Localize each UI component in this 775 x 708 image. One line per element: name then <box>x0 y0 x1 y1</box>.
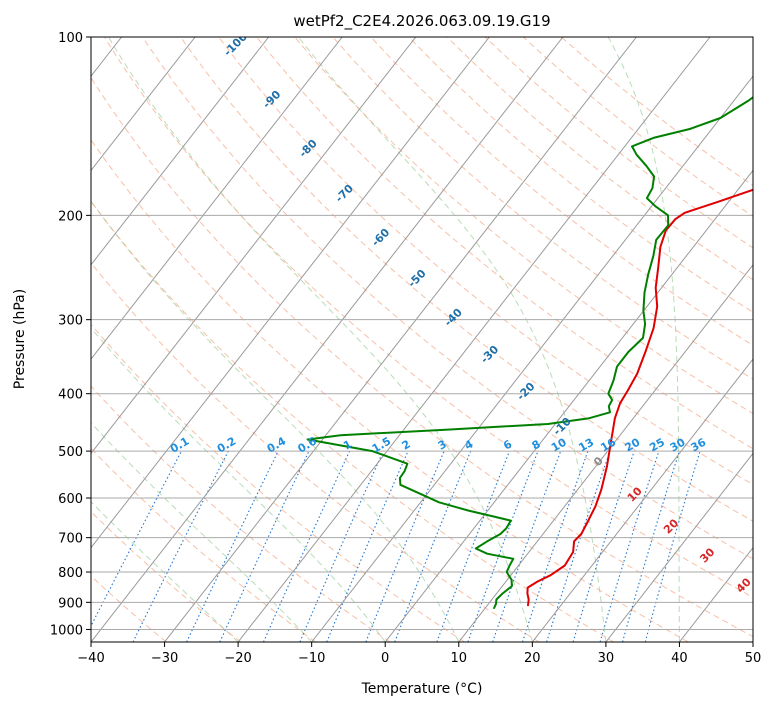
dry-adiabat-line <box>91 200 614 642</box>
dry-adiabat-line <box>91 323 465 642</box>
x-tick-label: 0 <box>381 651 389 666</box>
isotherm-30 <box>605 452 753 642</box>
y-axis-label: Pressure (hPa) <box>12 289 28 389</box>
x-tick-label: 20 <box>524 651 541 666</box>
isotherm--20 <box>237 37 711 642</box>
y-tick-label: 400 <box>58 388 83 403</box>
y-tick-label: 600 <box>58 492 83 507</box>
isotherm-20 <box>531 358 753 642</box>
mixing-ratio-line <box>467 450 539 642</box>
x-tick-label: −40 <box>77 651 104 666</box>
moist-adiabat-line <box>607 37 680 642</box>
x-tick-label: 40 <box>671 651 688 666</box>
mixing-ratio-line <box>572 450 635 642</box>
isotherm-0 <box>384 169 753 642</box>
y-axis: 100 200 300 400 500 600 700 800 900 1000 <box>50 31 91 638</box>
y-tick-label: 100 <box>58 31 83 46</box>
chart-title: wetPf2_C2E4.2026.063.09.19.G19 <box>293 12 550 31</box>
moist-adiabat-line <box>91 501 239 642</box>
isotherm--30 <box>164 37 637 642</box>
dry-adiabat-line <box>91 262 540 642</box>
series-layer <box>306 95 753 609</box>
y-tick-label: 200 <box>58 209 83 224</box>
dry-adiabat-line <box>180 37 753 522</box>
dry-adiabat-line <box>370 37 753 346</box>
mixing-ratio-line <box>365 450 445 642</box>
x-axis-label: Temperature (°C) <box>361 681 483 697</box>
isobars <box>91 37 753 630</box>
y-tick-label: 300 <box>58 314 83 329</box>
mixing-ratio-line <box>521 450 589 642</box>
x-tick-label: −20 <box>224 651 251 666</box>
y-tick-label: 800 <box>58 566 83 581</box>
isotherm--60 <box>91 37 417 455</box>
mixing-ratio-line <box>436 450 511 642</box>
isotherm-10 <box>458 263 753 642</box>
mixing-ratio-line <box>326 450 409 642</box>
y-tick-label: 1000 <box>50 623 83 638</box>
y-tick-label: 500 <box>58 445 83 460</box>
isotherm--80 <box>91 37 270 266</box>
x-tick-label: 50 <box>745 651 762 666</box>
x-tick-label: −10 <box>298 651 325 666</box>
temperature-profile-line <box>526 188 753 607</box>
plot-frame <box>90 36 754 643</box>
isotherm--70 <box>91 37 343 360</box>
dry-adiabat-line <box>103 37 753 598</box>
x-tick-label: 10 <box>451 651 468 666</box>
moist-adiabat-line <box>91 200 460 642</box>
mixing-ratio-line <box>546 450 611 642</box>
dry-adiabat-line <box>91 575 167 642</box>
dry-adiabat-line <box>91 385 391 642</box>
mixing-ratio-line <box>492 450 562 642</box>
isotherm--50 <box>91 37 490 549</box>
dry-adiabat-line <box>408 37 753 313</box>
isotherm--40 <box>91 37 564 642</box>
isotherm--10 <box>311 75 753 642</box>
moist-adiabat-line <box>297 37 607 642</box>
mixing-ratio-line <box>599 450 660 642</box>
x-tick-label: 30 <box>598 651 615 666</box>
isotherms <box>91 37 753 642</box>
x-tick-label: −30 <box>151 651 178 666</box>
dry-adiabat-line <box>91 138 689 642</box>
dry-adiabat-line <box>332 37 753 380</box>
y-tick-label: 900 <box>58 596 83 611</box>
isotherm--90 <box>91 37 196 172</box>
dewpoint-profile-line <box>306 95 753 609</box>
moist-adiabat-line <box>91 327 386 642</box>
x-axis: −40 −30 −20 −10 0 10 20 30 40 50 <box>77 642 761 666</box>
plot-area: 0.1 0.2 0.4 0.6 1 1.5 2 3 4 6 8 10 13 16 20 25 30 36 -100… <box>91 37 753 642</box>
mixing-ratio-line <box>299 450 384 642</box>
dry-adiabat-line <box>91 447 316 642</box>
mixing-ratio-line <box>622 450 680 642</box>
moist-adiabats <box>91 37 680 642</box>
dry-adiabat-line <box>141 37 753 560</box>
moist-adiabat-line <box>108 37 533 642</box>
y-tick-label: 700 <box>58 532 83 547</box>
mixing-ratio-line <box>262 450 351 642</box>
moist-adiabat-line <box>91 422 313 642</box>
